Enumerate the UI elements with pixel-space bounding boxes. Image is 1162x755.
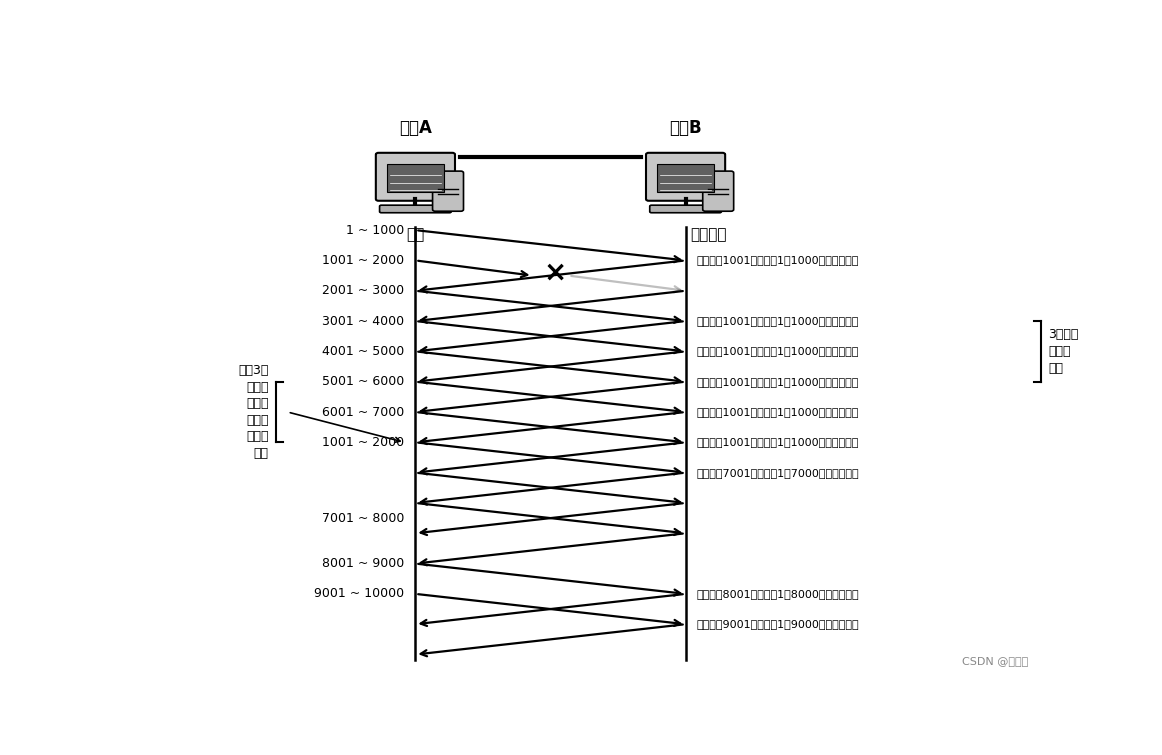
Text: 9001 ~ 10000: 9001 ~ 10000 [315,587,404,600]
Bar [658,164,713,193]
Text: 下一个是7001（已接收1～7000字节的数据）: 下一个是7001（已接收1～7000字节的数据） [696,467,859,478]
Text: 8001 ~ 9000: 8001 ~ 9000 [322,557,404,570]
Text: 3次重复
的确认
应答: 3次重复 的确认 应答 [1048,328,1078,375]
FancyBboxPatch shape [650,205,722,213]
Text: 7001 ~ 8000: 7001 ~ 8000 [322,512,404,525]
FancyBboxPatch shape [703,171,733,211]
Text: ×: × [544,259,567,287]
Text: 下一个是9001（已接收1～9000字节的数据）: 下一个是9001（已接收1～9000字节的数据） [696,619,859,629]
Text: 6001 ~ 7000: 6001 ~ 7000 [322,405,404,418]
Text: CSDN @陈亦康: CSDN @陈亦康 [961,656,1028,666]
Text: 5001 ~ 6000: 5001 ~ 6000 [322,375,404,388]
FancyBboxPatch shape [380,205,451,213]
Text: 下一个是1001（已接收1～1000字节的数据）: 下一个是1001（已接收1～1000字节的数据） [696,407,859,417]
Text: 确认应答: 确认应答 [690,227,726,242]
Text: 主机B: 主机B [669,119,702,137]
FancyBboxPatch shape [646,153,725,201]
Text: 1001 ~ 2000: 1001 ~ 2000 [323,254,404,267]
Text: 主机A: 主机A [399,119,432,137]
Text: 2001 ~ 3000: 2001 ~ 3000 [323,284,404,297]
Text: 下一个是1001（已接收1～1000字节的数据）: 下一个是1001（已接收1～1000字节的数据） [696,347,859,356]
Text: 4001 ~ 5000: 4001 ~ 5000 [322,345,404,358]
Text: 数据: 数据 [407,227,424,242]
Text: 3001 ~ 4000: 3001 ~ 4000 [323,315,404,328]
Text: 下一个是1001（已接收1～1000字节的数据）: 下一个是1001（已接收1～1000字节的数据） [696,255,859,266]
Text: 下一个是1001（已接收1～1000字节的数据）: 下一个是1001（已接收1～1000字节的数据） [696,377,859,387]
FancyBboxPatch shape [375,153,456,201]
Text: 1 ~ 1000: 1 ~ 1000 [346,223,404,236]
Text: 下一个是8001（已接收1～8000字节的数据）: 下一个是8001（已接收1～8000字节的数据） [696,589,859,599]
Text: 收到3个
同样的
确认应
答时则
进行重
发。: 收到3个 同样的 确认应 答时则 进行重 发。 [238,364,268,460]
Text: 1001 ~ 2000: 1001 ~ 2000 [323,436,404,448]
Text: 下一个是1001（已接收1～1000字节的数据）: 下一个是1001（已接收1～1000字节的数据） [696,437,859,447]
Text: 下一个是1001（已接收1～1000字节的数据）: 下一个是1001（已接收1～1000字节的数据） [696,316,859,326]
Bar [387,164,444,193]
FancyBboxPatch shape [432,171,464,211]
